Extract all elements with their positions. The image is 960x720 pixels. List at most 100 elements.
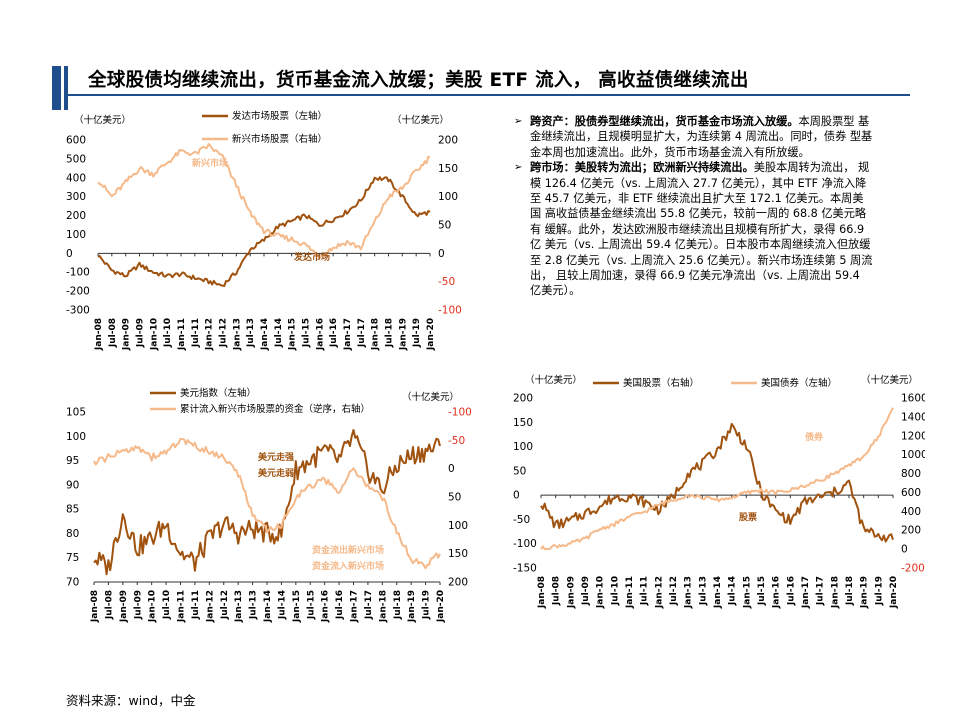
x-tick-label: Jan-08 [94, 318, 104, 351]
right-tick-label: 1200 [901, 430, 925, 442]
annotation-label: 新兴市场 [192, 157, 228, 169]
commentary-head: 跨市场：美股转为流出；欧洲新兴持续流出。 [530, 161, 754, 175]
left-tick-label: 0 [66, 248, 73, 260]
x-tick-label: Jan-12 [654, 576, 664, 609]
x-tick-label: Jan-18 [378, 590, 388, 623]
series-line-brown [97, 176, 431, 287]
left-tick-label: -100 [66, 267, 90, 279]
x-tick-label: Jul-19 [422, 590, 432, 620]
left-tick-label: 200 [66, 210, 86, 222]
x-tick-label: Jan-20 [436, 590, 446, 623]
x-tick-label: Jan-19 [398, 318, 408, 351]
x-tick-label: Jul-10 [163, 318, 173, 348]
x-tick-label: Jul-11 [191, 318, 201, 348]
x-tick-label: Jan-20 [889, 576, 899, 609]
x-tick-label: Jan-14 [263, 590, 273, 623]
x-tick-label: Jul-14 [728, 576, 738, 606]
annotation-label: 美元走强 [258, 451, 294, 463]
left-tick-label: 70 [66, 577, 79, 589]
right-tick-label: -50 [448, 435, 465, 447]
left-tick-label: 0 [513, 490, 520, 502]
x-tick-label: Jul-18 [393, 590, 403, 620]
x-tick-label: Jan-13 [234, 590, 244, 623]
x-tick-label: Jan-17 [801, 576, 811, 609]
left-tick-label: 90 [66, 479, 79, 491]
right-axis-unit: （十亿美元） [392, 114, 449, 126]
annotation-label: 资金流入新兴市场 [312, 560, 384, 572]
left-tick-label: 75 [66, 552, 79, 564]
x-tick-label: Jul-17 [364, 590, 374, 620]
x-tick-label: Jul-19 [874, 576, 884, 606]
right-tick-label: 1400 [901, 411, 925, 423]
x-tick-label: Jul-15 [302, 318, 312, 348]
x-tick-label: Jan-10 [148, 590, 158, 623]
right-tick-label: 800 [901, 468, 921, 480]
x-tick-label: Jul-14 [274, 318, 284, 348]
series-line-brown [540, 422, 894, 543]
x-tick-label: Jan-20 [426, 318, 436, 351]
right-tick-label: 1600 [901, 393, 925, 405]
right-tick-label: 0 [901, 544, 908, 556]
x-tick-label: Jul-12 [220, 590, 230, 620]
x-tick-label: Jan-11 [625, 576, 635, 609]
title-rule [64, 94, 910, 96]
commentary-item-cross-market: ➢ 跨市场：美股转为流出；欧洲新兴持续流出。美股本周转为流出， 规模 126.4… [514, 160, 874, 299]
x-tick-label: Jul-11 [640, 576, 650, 606]
x-tick-label: Jul-15 [757, 576, 767, 606]
x-tick-label: Jul-16 [329, 318, 339, 348]
right-tick-label: -200 [901, 563, 925, 575]
x-tick-label: Jan-17 [350, 590, 360, 623]
bullet-arrow-icon: ➢ [514, 162, 523, 174]
x-tick-label: Jan-16 [772, 576, 782, 609]
x-tick-label: Jan-10 [149, 318, 159, 351]
x-tick-label: Jul-13 [698, 576, 708, 606]
left-tick-label: -150 [513, 563, 537, 575]
right-tick-label: 50 [438, 220, 451, 232]
x-tick-label: Jan-19 [407, 590, 417, 623]
left-tick-label: 100 [66, 229, 86, 241]
left-tick-label: 95 [66, 455, 79, 467]
x-tick-label: Jul-08 [108, 318, 118, 348]
right-tick-label: 200 [901, 525, 921, 537]
page-title: 全球股债均继续流出，货币基金流入放缓；美股 ETF 流入， 高收益债继续流出 [88, 70, 749, 91]
annotation-label: 美元走弱 [258, 467, 294, 479]
x-tick-label: Jan-16 [315, 318, 325, 351]
left-tick-label: 105 [66, 407, 86, 419]
right-tick-label: 150 [448, 548, 468, 560]
x-tick-label: Jan-12 [205, 318, 215, 351]
x-tick-label: Jul-15 [306, 590, 316, 620]
x-tick-label: Jan-08 [90, 590, 100, 623]
right-tick-label: 150 [438, 163, 458, 175]
right-tick-label: 200 [438, 135, 458, 147]
x-tick-label: Jan-09 [119, 590, 129, 623]
chart-dollar-index-em-flows: （十亿美元） 美元指数（左轴） 累计流入新兴市场股票的资金（逆序，右轴） 105 100… [66, 387, 472, 623]
left-tick-label: 80 [66, 528, 79, 540]
right-tick-label: 100 [448, 520, 468, 532]
right-tick-label: 1000 [901, 449, 925, 461]
x-tick-label: Jan-09 [566, 576, 576, 609]
x-tick-label: Jul-13 [249, 590, 259, 620]
x-tick-label: Jan-15 [292, 590, 302, 623]
x-tick-label: Jul-09 [133, 590, 143, 620]
right-tick-label: -50 [438, 276, 455, 288]
legend-label: 发达市场股票（左轴） [232, 110, 327, 122]
x-tick-label: Jan-18 [830, 576, 840, 609]
legend-label: 美国债券（左轴） [761, 377, 837, 389]
left-axis-unit: （十亿美元） [74, 114, 131, 126]
title-accent-bar-thin [64, 66, 68, 110]
left-tick-label: 200 [513, 393, 533, 405]
annotation-label: 债券 [805, 431, 824, 443]
left-tick-label: 100 [513, 441, 533, 453]
x-tick-label: Jan-08 [537, 576, 547, 609]
right-tick-label: 0 [448, 463, 455, 475]
x-tick-label: Jul-17 [816, 576, 826, 606]
left-tick-label: -300 [66, 305, 90, 317]
series-line-brown [93, 429, 441, 576]
x-tick-label: Jul-10 [162, 590, 172, 620]
x-tick-label: Jul-12 [219, 318, 229, 348]
x-tick-label: Jul-16 [786, 576, 796, 606]
x-tick-label: Jan-11 [177, 318, 187, 351]
x-tick-label: Jul-17 [357, 318, 367, 348]
series-line-peach [97, 143, 431, 260]
left-tick-label: 400 [66, 172, 86, 184]
